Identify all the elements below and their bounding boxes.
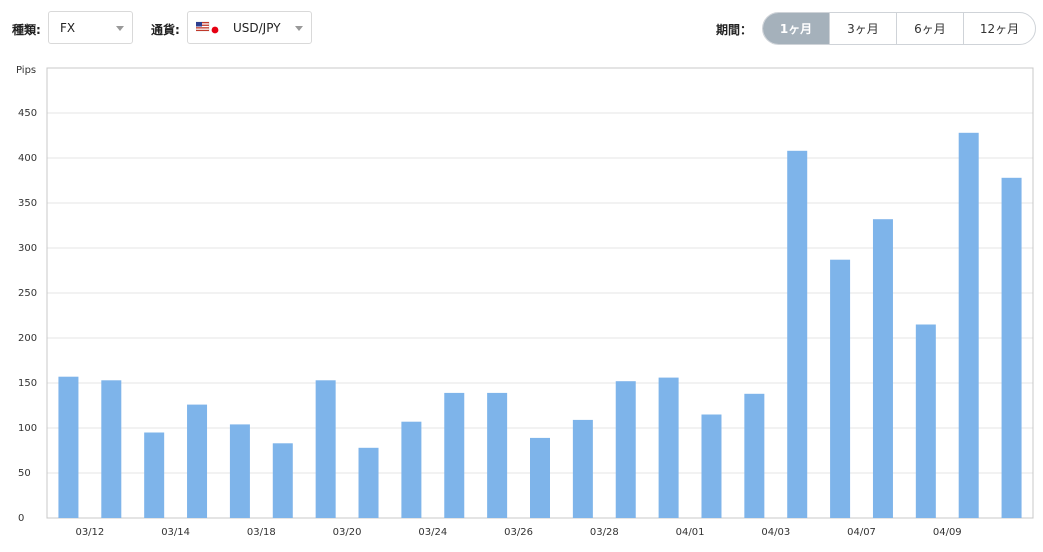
bar <box>229 424 250 518</box>
x-tick-label: 04/03 <box>761 527 790 538</box>
bar <box>444 392 465 518</box>
bar <box>401 421 422 518</box>
period-label: 期間： <box>716 23 753 37</box>
bar <box>701 414 722 518</box>
us-jp-flag-icon <box>196 21 219 34</box>
tab-6-months[interactable]: 6ヶ月 <box>896 13 963 44</box>
x-tick-label: 03/24 <box>418 527 447 538</box>
x-tick-label: 03/20 <box>333 527 362 538</box>
bar <box>101 380 122 518</box>
bar <box>58 376 79 518</box>
bar <box>144 432 165 518</box>
y-tick-label: 250 <box>18 288 37 299</box>
type-select[interactable]: FX <box>48 11 133 44</box>
y-tick-label: 0 <box>18 513 24 524</box>
type-label: 種類: <box>12 23 41 37</box>
bar <box>615 381 636 518</box>
tab-1-month[interactable]: 1ヶ月 <box>763 13 829 44</box>
bar <box>572 419 593 518</box>
bar <box>658 377 679 518</box>
y-tick-label: 150 <box>18 378 37 389</box>
x-tick-label: 03/28 <box>590 527 619 538</box>
bar <box>487 392 508 518</box>
filter-toolbar: 種類: FX 通貨: USD/JPY 期間： 1ヶ月 3ヶ月 6ヶ月 12ヶ月 <box>0 0 1043 56</box>
x-tick-label: 03/12 <box>75 527 104 538</box>
bar <box>744 393 765 518</box>
bar <box>958 132 979 519</box>
x-tick-label: 03/18 <box>247 527 276 538</box>
tab-3-months[interactable]: 3ヶ月 <box>829 13 896 44</box>
period-tabs: 1ヶ月 3ヶ月 6ヶ月 12ヶ月 <box>762 12 1036 45</box>
x-tick-label: 04/07 <box>847 527 876 538</box>
bar <box>530 437 550 518</box>
bar <box>1001 177 1022 519</box>
bar <box>915 324 936 518</box>
x-tick-label: 04/09 <box>933 527 962 538</box>
y-tick-label: 450 <box>18 108 37 119</box>
bar <box>315 380 336 518</box>
currency-select[interactable]: USD/JPY <box>187 11 312 44</box>
y-tick-label: 400 <box>18 153 37 164</box>
currency-select-value: USD/JPY <box>233 21 281 35</box>
y-axis-label: Pips <box>16 65 37 76</box>
y-tick-label: 350 <box>18 198 37 209</box>
x-tick-label: 03/26 <box>504 527 533 538</box>
x-tick-label: 04/01 <box>676 527 705 538</box>
x-tick-label: 03/14 <box>161 527 190 538</box>
chevron-down-icon <box>295 26 303 31</box>
bar <box>872 219 893 518</box>
y-tick-label: 50 <box>18 468 31 479</box>
bar <box>187 404 208 518</box>
bar <box>787 150 808 519</box>
bar <box>830 259 851 518</box>
type-select-value: FX <box>60 21 76 35</box>
chevron-down-icon <box>116 26 124 31</box>
currency-label: 通貨: <box>151 23 180 37</box>
y-tick-label: 200 <box>18 333 37 344</box>
y-tick-label: 300 <box>18 243 37 254</box>
bar <box>272 443 293 518</box>
bar <box>358 447 379 518</box>
tab-12-months[interactable]: 12ヶ月 <box>963 13 1035 44</box>
y-tick-label: 100 <box>18 423 37 434</box>
